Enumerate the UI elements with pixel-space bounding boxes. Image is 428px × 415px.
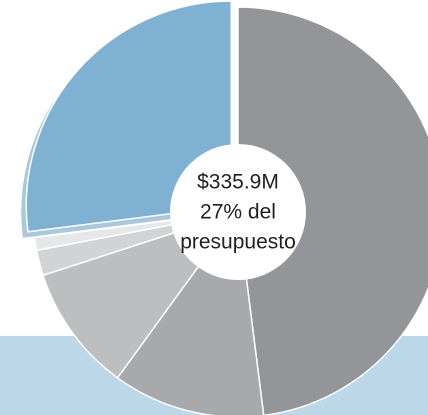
- center-label: 27% del: [200, 201, 276, 224]
- center-label: presupuesto: [180, 231, 296, 254]
- slice: [237, 6, 428, 415]
- center-label: $335.9M: [197, 171, 279, 194]
- pie: [21, 0, 428, 415]
- slice: [25, 0, 232, 233]
- donut-hole: [170, 144, 306, 280]
